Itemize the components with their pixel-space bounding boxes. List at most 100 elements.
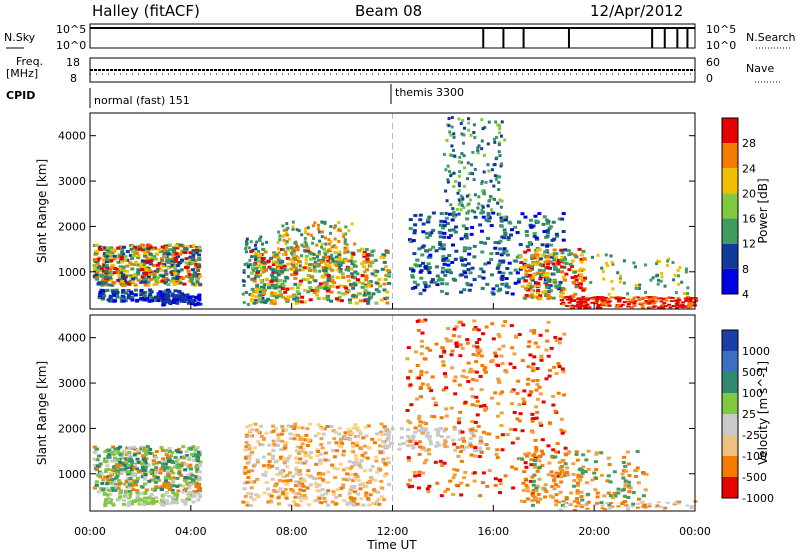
range-cell bbox=[498, 239, 503, 243]
range-cell bbox=[459, 273, 464, 277]
range-cell bbox=[513, 225, 518, 229]
range-cell bbox=[282, 238, 286, 242]
range-cell bbox=[134, 248, 139, 252]
range-cell bbox=[188, 463, 193, 467]
range-cell bbox=[687, 302, 692, 305]
range-cell bbox=[139, 445, 144, 449]
range-cell bbox=[278, 234, 282, 238]
range-cell bbox=[626, 305, 631, 308]
range-cell bbox=[120, 289, 125, 293]
range-cell bbox=[153, 295, 158, 299]
range-cell bbox=[106, 250, 111, 254]
range-cell bbox=[461, 224, 466, 228]
range-cell bbox=[606, 303, 611, 306]
range-cell bbox=[121, 498, 126, 502]
range-cell bbox=[677, 304, 682, 307]
range-cell bbox=[457, 212, 461, 216]
range-cell bbox=[462, 184, 466, 188]
range-cell bbox=[113, 484, 118, 488]
colorbar-tick-label: 12 bbox=[742, 238, 756, 251]
range-cell bbox=[579, 276, 584, 280]
range-cell bbox=[301, 447, 306, 451]
range-cell bbox=[490, 358, 495, 362]
range-cell bbox=[489, 273, 494, 277]
range-cell bbox=[198, 274, 203, 278]
range-cell bbox=[567, 297, 572, 300]
range-cell bbox=[437, 230, 442, 234]
range-cell bbox=[377, 277, 382, 281]
range-cell bbox=[110, 266, 115, 270]
range-cell bbox=[336, 488, 341, 492]
range-cell bbox=[545, 249, 550, 253]
range-cell bbox=[189, 279, 194, 283]
range-cell bbox=[530, 419, 535, 423]
range-cell bbox=[364, 247, 369, 251]
range-cell bbox=[155, 269, 160, 273]
range-cell bbox=[181, 445, 186, 449]
range-cell bbox=[503, 218, 508, 222]
range-cell bbox=[659, 300, 664, 303]
range-cell bbox=[409, 239, 414, 243]
range-cell bbox=[501, 344, 506, 348]
range-cell bbox=[446, 164, 450, 168]
range-cell bbox=[344, 232, 348, 236]
range-cell bbox=[329, 290, 334, 294]
range-cell bbox=[572, 508, 577, 511]
range-cell bbox=[312, 290, 317, 294]
range-cell bbox=[314, 286, 319, 290]
range-cell bbox=[361, 436, 366, 440]
range-cell bbox=[296, 286, 301, 290]
range-cell bbox=[150, 497, 155, 501]
range-cell bbox=[654, 300, 659, 303]
range-cell bbox=[252, 446, 257, 450]
range-cell bbox=[150, 451, 155, 455]
range-cell bbox=[112, 254, 117, 258]
range-cell bbox=[127, 495, 132, 499]
range-cell bbox=[104, 498, 109, 502]
range-cell bbox=[495, 456, 500, 460]
range-cell bbox=[601, 300, 606, 303]
range-cell bbox=[424, 370, 429, 374]
range-cell bbox=[401, 442, 406, 446]
range-cell bbox=[338, 250, 342, 254]
range-cell bbox=[292, 297, 297, 301]
range-cell bbox=[94, 243, 99, 247]
range-cell bbox=[517, 333, 522, 337]
range-cell bbox=[463, 126, 467, 130]
range-cell bbox=[325, 480, 330, 484]
range-cell bbox=[465, 217, 470, 221]
range-cell bbox=[623, 464, 628, 468]
range-cell bbox=[667, 303, 672, 306]
colorbar-segment bbox=[722, 193, 738, 219]
range-cell bbox=[551, 254, 556, 258]
range-cell bbox=[580, 498, 585, 502]
range-cell bbox=[270, 273, 275, 277]
range-cell bbox=[526, 377, 531, 381]
range-cell bbox=[104, 265, 109, 269]
range-cell bbox=[184, 257, 189, 261]
range-cell bbox=[471, 150, 475, 154]
range-cell bbox=[266, 500, 271, 504]
range-cell bbox=[125, 264, 130, 268]
range-cell bbox=[350, 255, 354, 259]
range-cell bbox=[457, 383, 462, 387]
range-cell bbox=[185, 293, 190, 297]
range-cell bbox=[386, 273, 391, 277]
range-cell bbox=[192, 271, 197, 275]
range-cell bbox=[406, 428, 411, 432]
range-cell bbox=[606, 474, 611, 478]
range-cell bbox=[589, 280, 593, 284]
range-cell bbox=[461, 369, 466, 373]
range-cell bbox=[108, 276, 113, 280]
range-cell bbox=[154, 485, 159, 489]
range-cell bbox=[134, 467, 139, 471]
range-cell bbox=[531, 479, 536, 483]
range-cell bbox=[349, 485, 354, 489]
range-cell bbox=[265, 487, 270, 491]
range-cell bbox=[545, 339, 550, 343]
range-cell bbox=[357, 292, 362, 296]
range-cell bbox=[276, 273, 281, 277]
range-cell bbox=[183, 468, 188, 472]
range-cell bbox=[500, 120, 504, 124]
range-cell bbox=[367, 281, 372, 285]
